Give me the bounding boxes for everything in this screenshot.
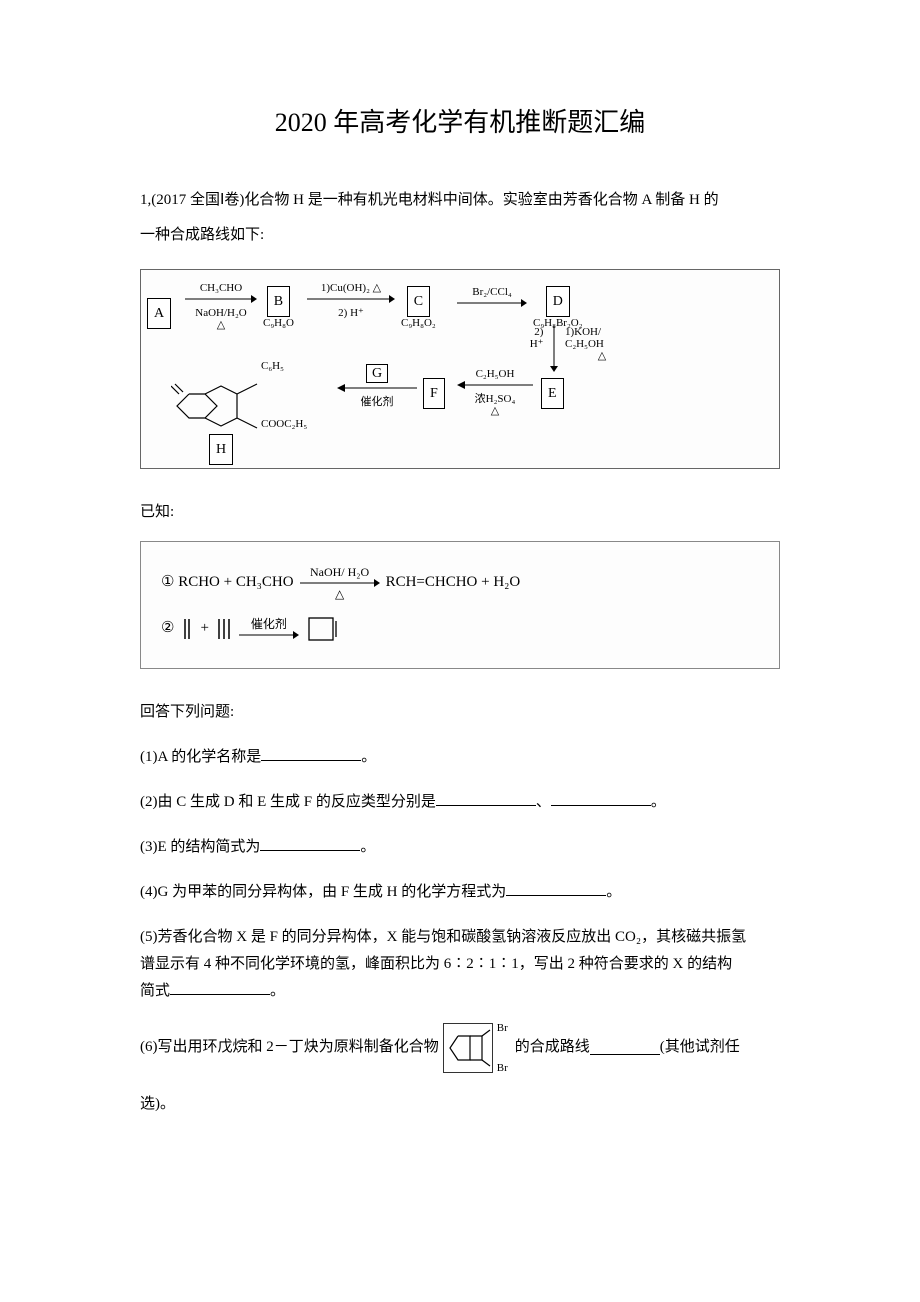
eq2-left: ②	[161, 615, 174, 642]
a-arrow-bot1: NaOH/H₂O	[185, 307, 257, 319]
q2-blank2	[551, 791, 651, 806]
known-reactions-figure: ① RCHO + CH₃CHO NaOH/ H₂O △ RCH=CHCHO + …	[140, 541, 780, 669]
de-left: 2) H⁺	[519, 326, 543, 350]
question-6: (6)写出用环戊烷和 2－丁炔为原料制备化合物 Br Br 的合成路线 (其他试剂…	[140, 1023, 780, 1073]
q4-prefix: (4)G 为甲苯的同分异构体，由 F 生成 H 的化学方程式为	[140, 884, 506, 900]
a-arrow-top: CH₃CHO	[185, 282, 257, 294]
q2-blank1	[436, 791, 536, 806]
eq1-right: RCH=CHCHO + H₂O	[386, 569, 521, 596]
ef-top: C₂H₅OH	[457, 368, 533, 380]
q2-suffix: 。	[651, 794, 666, 810]
q4-suffix: 。	[606, 884, 621, 900]
q6-mid: 的合成路线	[515, 1034, 590, 1061]
q6-line2: 选)。	[140, 1091, 780, 1118]
answer-label: 回答下列问题:	[140, 699, 780, 726]
eq1-bot: △	[335, 588, 344, 600]
node-b: B	[267, 286, 290, 317]
q6-prefix: (6)写出用环戊烷和 2－丁炔为原料制备化合物	[140, 1034, 439, 1061]
q1-blank	[261, 746, 361, 761]
q1-suffix: 。	[361, 749, 376, 765]
node-h: H	[209, 434, 233, 465]
q6-blank	[590, 1040, 660, 1055]
q1-prefix: (1)A 的化学名称是	[140, 749, 261, 765]
q5-line1: (5)芳香化合物 X 是 F 的同分异构体，X 能与饱和碳酸氢钠溶液反应放出 C…	[140, 924, 780, 951]
alkene-icon	[180, 615, 194, 643]
question-4: (4)G 为甲苯的同分异构体，由 F 生成 H 的化学方程式为 。	[140, 879, 780, 906]
node-a: A	[147, 298, 171, 329]
h-sub-c6h5: C₆H₅	[261, 360, 284, 372]
cyclohexadiene-icon	[305, 614, 339, 644]
h-sub-ester: COOC₂H₅	[261, 418, 307, 430]
q5-line3-suffix: 。	[270, 983, 285, 999]
b-formula: C₉H₈O	[263, 317, 294, 329]
question-5: (5)芳香化合物 X 是 F 的同分异构体，X 能与饱和碳酸氢钠溶液反应放出 C…	[140, 924, 780, 1005]
q6-br-top: Br	[497, 1022, 508, 1034]
node-f: F	[423, 378, 445, 409]
page-title: 2020 年高考化学有机推断题汇编	[140, 100, 780, 147]
node-g: G	[366, 364, 388, 383]
q4-blank	[506, 881, 606, 896]
q6-structure: Br Br	[443, 1023, 493, 1073]
de-right2: △	[565, 350, 639, 362]
alkyne-icon	[215, 615, 233, 643]
question-1: (1)A 的化学名称是 。	[140, 744, 780, 771]
c-formula: C₉H₈O₂	[401, 317, 436, 329]
intro-line2: 一种合成路线如下:	[140, 222, 780, 249]
cd-arrow-top: Br₂/CCl₄	[457, 286, 527, 298]
bc-arrow-bot: 2) H⁺	[307, 307, 395, 319]
q6-br-bot: Br	[497, 1062, 508, 1074]
eq2-top: 催化剂	[251, 618, 287, 630]
de-right: 1)KOH/ C₂H₅OH	[565, 326, 639, 350]
q6-suffix: (其他试剂任	[660, 1034, 740, 1061]
eq1-top: NaOH/ H₂O	[310, 566, 369, 578]
fg-bot: 催化剂	[337, 396, 417, 408]
q5-line2: 谱显示有 4 种不同化学环境的氢，峰面积比为 6∶2∶1∶1，写出 2 种符合要…	[140, 951, 780, 978]
q5-line3-prefix: 简式	[140, 983, 170, 999]
q3-prefix: (3)E 的结构简式为	[140, 839, 260, 855]
node-d: D	[546, 286, 570, 317]
ef-bot1: 浓H₂SO₄	[457, 393, 533, 405]
bc-arrow-top: 1)Cu(OH)₂ △	[307, 282, 395, 294]
q3-blank	[260, 836, 360, 851]
q5-blank	[170, 980, 270, 995]
reaction-scheme-figure: A CH₃CHO NaOH/H₂O △ B C₉H₈O 1)Cu(OH)₂ △ …	[140, 269, 780, 469]
plus-sign: +	[200, 615, 208, 642]
question-2: (2)由 C 生成 D 和 E 生成 F 的反应类型分别是 、 。	[140, 789, 780, 816]
node-e: E	[541, 378, 564, 409]
q2-mid: 、	[536, 794, 551, 810]
ef-bot2: △	[457, 405, 533, 417]
node-c: C	[407, 286, 430, 317]
eq1-left: ① RCHO + CH₃CHO	[161, 569, 294, 596]
q2-prefix: (2)由 C 生成 D 和 E 生成 F 的反应类型分别是	[140, 794, 436, 810]
a-arrow-bot2: △	[185, 319, 257, 331]
question-3: (3)E 的结构简式为 。	[140, 834, 780, 861]
q3-suffix: 。	[360, 839, 375, 855]
known-label: 已知:	[140, 499, 780, 526]
intro-line1: 1,(2017 全国Ⅰ卷)化合物 H 是一种有机光电材料中间体。实验室由芳香化合…	[140, 187, 780, 214]
compound-h-structure	[171, 356, 331, 446]
